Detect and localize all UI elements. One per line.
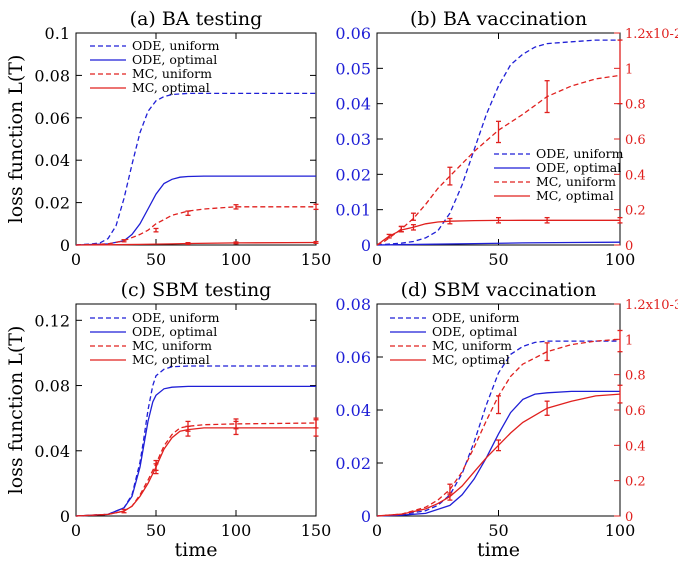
y-right-tick-label: 1.2x10-2 <box>625 27 678 42</box>
y-tick-label: 0.04 <box>335 401 371 420</box>
y-tick-label: 0.04 <box>335 95 371 114</box>
legend-label: MC, uniform <box>132 66 212 81</box>
legend-label: ODE, uniform <box>132 38 220 53</box>
legend-label: MC, uniform <box>536 174 616 189</box>
x-tick-label: 150 <box>301 250 332 269</box>
x-tick-label: 0 <box>71 250 81 269</box>
y-tick-label: 0.03 <box>335 130 371 149</box>
series-line-d-0 <box>377 341 620 516</box>
y-right-tick-label: 0.2 <box>625 475 646 490</box>
panel-title-c: (c) SBM testing <box>121 279 272 301</box>
y-tick-label: 0.04 <box>34 151 70 170</box>
x-tick-label: 50 <box>146 521 166 540</box>
x-tick-label: 100 <box>221 250 252 269</box>
panel-title-d: (d) SBM vaccination <box>401 279 597 301</box>
legend-label: ODE, optimal <box>432 324 517 339</box>
y-tick-label: 0.1 <box>45 24 70 43</box>
x-tick-label: 0 <box>71 521 81 540</box>
y-right-tick-label: 0.4 <box>625 168 646 183</box>
y-right-tick-label: 0 <box>625 510 633 525</box>
series-line-c-3 <box>76 428 316 516</box>
legend-label: ODE, optimal <box>132 324 217 339</box>
x-axis-label: time <box>175 539 218 561</box>
y-tick-label: 0.01 <box>335 201 371 220</box>
y-tick-label: 0 <box>361 236 371 255</box>
x-tick-label: 100 <box>221 521 252 540</box>
y-axis-label: loss function L(T) <box>5 55 27 224</box>
y-tick-label: 0.08 <box>34 377 70 396</box>
y-right-tick-label: 0 <box>625 239 633 254</box>
x-tick-label: 50 <box>488 250 508 269</box>
y-tick-label: 0.06 <box>34 109 70 128</box>
y-tick-label: 0.12 <box>34 311 70 330</box>
legend-label: MC, uniform <box>432 338 512 353</box>
legend-label: ODE, optimal <box>536 160 621 175</box>
series-line-a-0 <box>76 93 316 245</box>
series-line-c-2 <box>76 423 316 516</box>
y-tick-label: 0.05 <box>335 59 371 78</box>
legend-label: ODE, optimal <box>132 52 217 67</box>
y-tick-label: 0.02 <box>335 165 371 184</box>
x-tick-label: 150 <box>301 521 332 540</box>
y-right-tick-label: 0.8 <box>625 98 646 113</box>
legend-label: ODE, uniform <box>432 310 520 325</box>
y-tick-label: 0.06 <box>335 348 371 367</box>
y-right-tick-label: 1.2x10-3 <box>625 298 678 313</box>
x-tick-label: 50 <box>488 521 508 540</box>
y-right-tick-label: 0.6 <box>625 404 646 419</box>
y-right-tick-label: 0.4 <box>625 439 646 454</box>
y-tick-label: 0.08 <box>335 295 371 314</box>
y-tick-label: 0 <box>60 236 70 255</box>
legend-label: MC, optimal <box>536 188 614 203</box>
y-right-tick-label: 0.8 <box>625 369 646 384</box>
y-axis-label: loss function L(T) <box>5 326 27 495</box>
series-line-a-1 <box>76 176 316 245</box>
y-tick-label: 0.06 <box>335 24 371 43</box>
y-tick-label: 0.02 <box>34 194 70 213</box>
y-right-tick-label: 1 <box>625 333 633 348</box>
y-right-tick-label: 0.6 <box>625 133 646 148</box>
y-tick-label: 0.08 <box>34 66 70 85</box>
series-line-a-2 <box>76 207 316 245</box>
series-line-c-1 <box>76 386 316 516</box>
legend-label: MC, optimal <box>132 80 210 95</box>
x-tick-label: 0 <box>372 250 382 269</box>
series-line-c-0 <box>76 366 316 516</box>
x-axis-label: time <box>477 539 520 561</box>
y-tick-label: 0.02 <box>335 454 371 473</box>
y-tick-label: 0 <box>60 507 70 526</box>
panel-title-b: (b) BA vaccination <box>410 8 587 30</box>
x-tick-label: 0 <box>372 521 382 540</box>
x-tick-label: 50 <box>146 250 166 269</box>
legend-label: ODE, uniform <box>536 146 624 161</box>
legend-label: MC, optimal <box>432 352 510 367</box>
y-tick-label: 0.04 <box>34 442 70 461</box>
legend-label: MC, optimal <box>132 352 210 367</box>
legend-label: ODE, uniform <box>132 310 220 325</box>
y-right-tick-label: 0.2 <box>625 204 646 219</box>
y-tick-label: 0 <box>361 507 371 526</box>
panel-title-a: (a) BA testing <box>130 8 263 30</box>
legend-label: MC, uniform <box>132 338 212 353</box>
y-right-tick-label: 1 <box>625 62 633 77</box>
